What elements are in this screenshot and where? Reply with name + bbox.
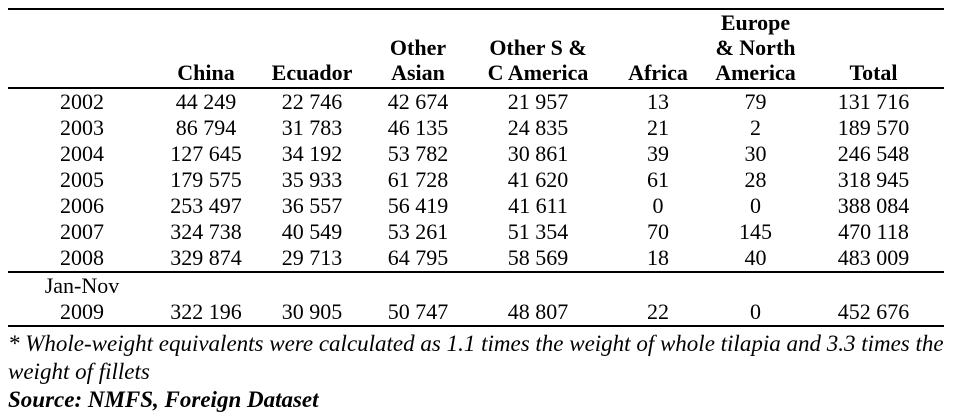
cell-other-asian: 46 135 xyxy=(387,115,449,140)
cell-europe-north-america: 0 xyxy=(708,272,803,327)
cell-total: 388 084 xyxy=(837,193,910,218)
table-row-2002: 2002 44 249 22 746 42 674 21 957 13 79 1… xyxy=(8,88,944,115)
cell-total: 452 676 xyxy=(803,272,944,327)
cell-africa: 18 xyxy=(608,245,708,273)
cell-china: 127 645 xyxy=(170,141,242,166)
row-label: 2003 xyxy=(60,115,104,140)
cell-europe-north-america: 145 xyxy=(739,219,772,244)
cell-other-sc-america: 58 569 xyxy=(468,245,608,273)
cell-ecuador: 29 713 xyxy=(256,245,368,273)
header-row: China Ecuador Other Asian Other S & C Am… xyxy=(8,9,944,89)
cell-total: 318 945 xyxy=(837,167,910,192)
cell-other-asian: 50 747 xyxy=(368,272,468,327)
cell-other-asian: 56 419 xyxy=(387,193,449,218)
table-row-2008: 2008 329 874 29 713 64 795 58 569 18 40 … xyxy=(8,245,944,273)
cell-europe-north-america: 2 xyxy=(750,115,761,140)
cell-europe-north-america: 40 xyxy=(708,245,803,273)
cell-ecuador: 40 549 xyxy=(281,219,343,244)
cell-total: 483 009 xyxy=(803,245,944,273)
footnotes: * Whole-weight equivalents were calculat… xyxy=(8,330,952,414)
cell-europe-north-america: 30 xyxy=(744,141,767,166)
row-label: 2005 xyxy=(60,167,104,192)
cell-china: 86 794 xyxy=(175,115,237,140)
cell-china: 44 249 xyxy=(175,89,237,114)
col-header-china: China xyxy=(156,9,256,89)
row-label: 2004 xyxy=(60,141,104,166)
table-row-2004: 2004 127 645 34 192 53 782 30 861 39 30 … xyxy=(8,141,944,167)
row-label: Jan-Nov 2009 xyxy=(8,272,156,327)
col-header-ecuador: Ecuador xyxy=(256,9,368,89)
table-row-jan-nov-2009: Jan-Nov 2009 322 196 30 905 50 747 48 80… xyxy=(8,272,944,327)
cell-other-sc-america: 41 611 xyxy=(508,193,568,218)
col-header-africa: Africa xyxy=(608,9,708,89)
cell-europe-north-america: 79 xyxy=(744,89,767,114)
cell-africa: 22 xyxy=(608,272,708,327)
col-header-europe-north-america: Europe & North America xyxy=(708,9,803,89)
cell-other-asian: 53 782 xyxy=(387,141,449,166)
cell-other-sc-america: 51 354 xyxy=(507,219,569,244)
cell-other-asian: 53 261 xyxy=(387,219,449,244)
col-header-year xyxy=(8,9,156,89)
table-row-2006: 2006 253 497 36 557 56 419 41 611 0 0 38… xyxy=(8,193,944,219)
footnote-whole-weight-note: * Whole-weight equivalents were calculat… xyxy=(8,331,944,384)
cell-total: 189 570 xyxy=(837,115,910,140)
cell-china: 253 497 xyxy=(170,193,242,218)
cell-other-sc-america: 41 620 xyxy=(507,167,569,192)
cell-other-sc-america: 30 861 xyxy=(507,141,569,166)
cell-ecuador: 34 192 xyxy=(281,141,343,166)
row-label: 2007 xyxy=(60,219,104,244)
col-header-total: Total xyxy=(803,9,944,89)
row-label: 2006 xyxy=(60,193,104,218)
cell-other-sc-america: 24 835 xyxy=(507,115,569,140)
cell-total: 131 716 xyxy=(837,89,910,114)
cell-total: 470 118 xyxy=(838,219,909,244)
cell-china: 324 738 xyxy=(170,219,242,244)
row-label: 2002 xyxy=(60,89,104,114)
cell-ecuador: 31 783 xyxy=(281,115,343,140)
cell-ecuador: 36 557 xyxy=(281,193,343,218)
table-row-2005: 2005 179 575 35 933 61 728 41 620 61 28 … xyxy=(8,167,944,193)
row-label: 2008 xyxy=(8,245,156,273)
cell-other-asian: 64 795 xyxy=(368,245,468,273)
footnote-source: Source: NMFS, Foreign Dataset xyxy=(8,387,319,412)
cell-other-asian: 42 674 xyxy=(387,89,449,114)
cell-total: 246 548 xyxy=(837,141,910,166)
cell-africa: 21 xyxy=(647,115,669,140)
cell-china: 322 196 xyxy=(156,272,256,327)
cell-ecuador: 30 905 xyxy=(256,272,368,327)
cell-africa: 39 xyxy=(647,141,669,166)
cell-other-sc-america: 48 807 xyxy=(468,272,608,327)
cell-ecuador: 35 933 xyxy=(281,167,343,192)
cell-other-sc-america: 21 957 xyxy=(507,89,569,114)
cell-china: 329 874 xyxy=(156,245,256,273)
cell-china: 179 575 xyxy=(170,167,242,192)
col-header-other-sc-america: Other S & C America xyxy=(468,9,608,89)
cell-africa: 70 xyxy=(647,219,669,244)
table-row-2003: 2003 86 794 31 783 46 135 24 835 21 2 18… xyxy=(8,115,944,141)
cell-europe-north-america: 0 xyxy=(750,193,761,218)
cell-ecuador: 22 746 xyxy=(281,89,343,114)
cell-africa: 61 xyxy=(647,167,669,192)
tilapia-imports-table: China Ecuador Other Asian Other S & C Am… xyxy=(8,8,944,327)
cell-africa: 13 xyxy=(647,89,669,114)
cell-africa: 0 xyxy=(652,193,664,218)
table-row-2007: 2007 324 738 40 549 53 261 51 354 70 145… xyxy=(8,219,944,245)
col-header-other-asian: Other Asian xyxy=(368,9,468,89)
cell-other-asian: 61 728 xyxy=(387,167,449,192)
cell-europe-north-america: 28 xyxy=(744,167,767,192)
